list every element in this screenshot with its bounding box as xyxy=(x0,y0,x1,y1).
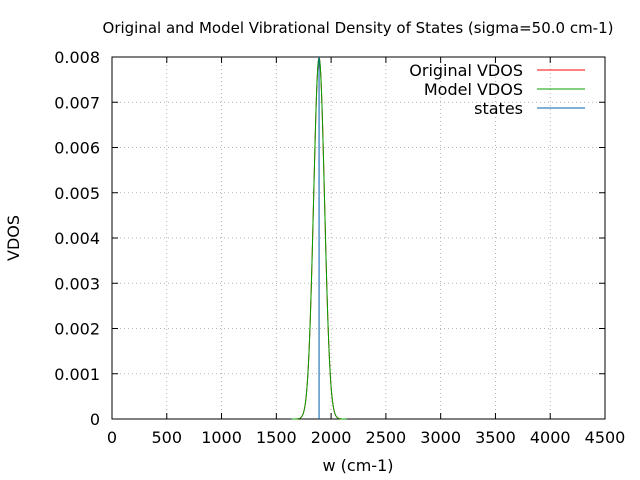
x-tick-label: 4000 xyxy=(530,428,571,447)
y-tick-label: 0.007 xyxy=(54,93,100,112)
chart-title: Original and Model Vibrational Density o… xyxy=(103,19,614,37)
x-tick-label: 3500 xyxy=(475,428,516,447)
y-axis-label: VDOS xyxy=(4,215,23,261)
y-tick-label: 0 xyxy=(90,410,100,429)
legend-label-1: Model VDOS xyxy=(424,80,523,99)
y-tick-label: 0.005 xyxy=(54,184,100,203)
y-tick-label: 0.001 xyxy=(54,365,100,384)
x-tick-label: 2500 xyxy=(366,428,407,447)
x-tick-label: 0 xyxy=(107,428,117,447)
x-tick-label: 500 xyxy=(152,428,183,447)
grid xyxy=(112,57,605,419)
y-tick-label: 0.006 xyxy=(54,139,100,158)
y-tick-label: 0.004 xyxy=(54,229,100,248)
y-tick-label: 0.003 xyxy=(54,274,100,293)
x-tick-label: 4500 xyxy=(585,428,626,447)
legend-label-0: Original VDOS xyxy=(409,61,523,80)
y-tick-label: 0.002 xyxy=(54,320,100,339)
x-tick-label: 2000 xyxy=(311,428,352,447)
plot-frame xyxy=(111,56,606,420)
x-tick-label: 1500 xyxy=(256,428,297,447)
legend-label-2: states xyxy=(474,99,523,118)
axis-ticks: 0 500 1000 1500 2000 2500 3000 3500 4000 4500 0 0.0… xyxy=(54,48,625,447)
x-axis-label: w (cm-1) xyxy=(323,456,394,475)
y-tick-label: 0.008 xyxy=(54,48,100,67)
series-layer xyxy=(291,57,347,420)
x-tick-label: 1000 xyxy=(201,428,242,447)
x-tick-label: 3000 xyxy=(420,428,461,447)
